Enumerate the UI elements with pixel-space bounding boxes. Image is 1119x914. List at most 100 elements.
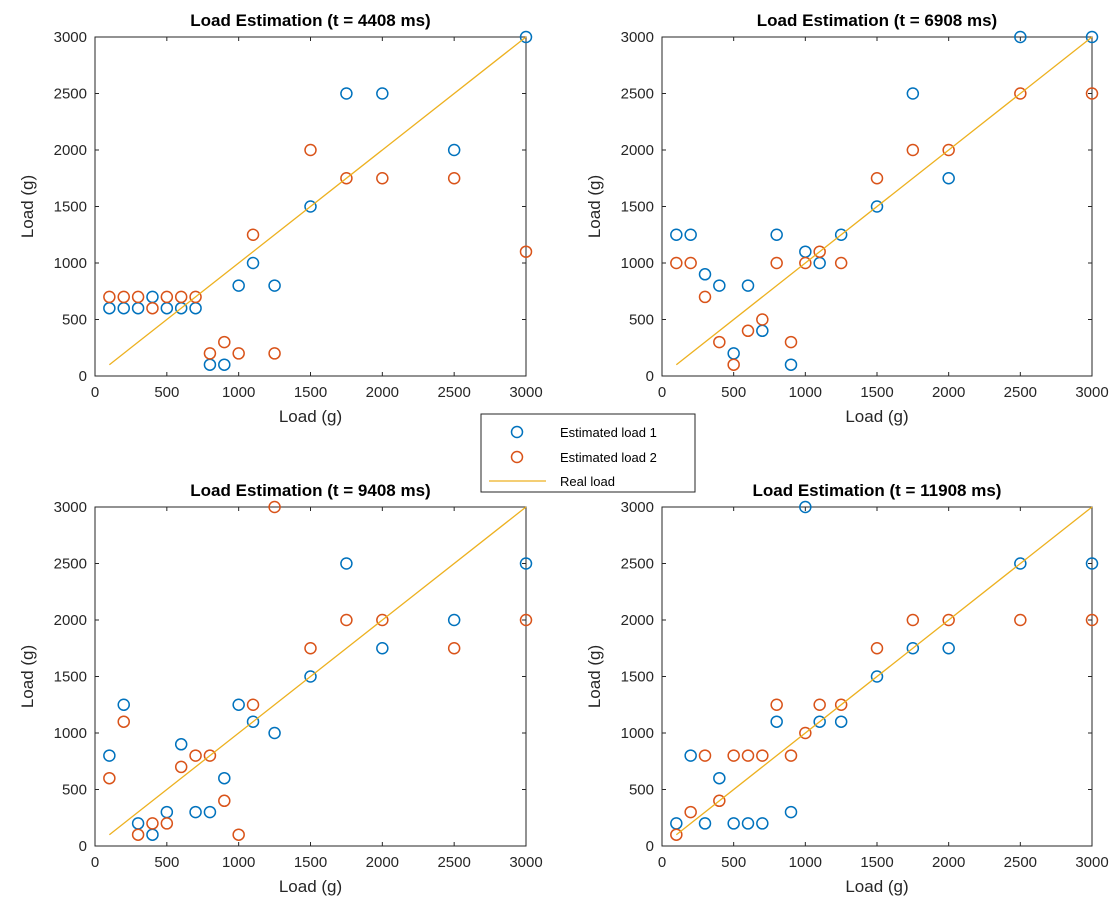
estimated-load-2-point — [813, 698, 826, 711]
estimated-load-2-point — [1014, 613, 1027, 627]
legend-label-real-load: Real load — [560, 474, 615, 489]
estimated-load-2-point — [870, 642, 884, 655]
estimated-load-2-point — [813, 245, 826, 258]
x-tick-label: 1000 — [222, 384, 255, 401]
y-tick-label: 2500 — [54, 556, 87, 573]
estimated-load-1-point — [304, 670, 317, 683]
estimated-load-2-point — [203, 347, 217, 360]
estimated-load-1-point — [246, 256, 260, 270]
estimated-load-1-point — [770, 715, 783, 728]
x-axis-label: Load (g) — [845, 877, 908, 896]
x-tick-label: 2000 — [932, 854, 965, 871]
estimated-load-1-point — [376, 642, 389, 655]
y-tick-label: 1000 — [54, 255, 87, 272]
estimated-load-1-point — [756, 817, 769, 830]
y-tick-label: 3000 — [621, 499, 654, 516]
y-tick-label: 2500 — [621, 556, 654, 573]
y-tick-label: 0 — [646, 838, 654, 855]
legend-label-estimated-1: Estimated load 1 — [560, 425, 657, 440]
estimated-load-2-point — [232, 347, 245, 360]
y-axis-label: Load (g) — [585, 175, 604, 238]
estimated-load-1-point — [1014, 557, 1027, 570]
estimated-load-1-point — [447, 613, 461, 627]
y-tick-label: 1500 — [54, 669, 87, 686]
x-tick-label: 1500 — [294, 384, 327, 401]
legend: Estimated load 1 Estimated load 2 Real l… — [480, 413, 696, 493]
estimated-load-1-point — [741, 817, 755, 830]
estimated-load-2-point — [770, 698, 783, 711]
estimated-load-1-point — [784, 358, 798, 371]
legend-label-estimated-2: Estimated load 2 — [560, 450, 657, 465]
estimated-load-1-point — [906, 87, 920, 100]
estimated-load-2-point — [698, 749, 712, 762]
y-tick-label: 3000 — [621, 29, 654, 46]
estimated-load-2-point — [741, 324, 755, 338]
y-tick-label: 0 — [79, 368, 87, 385]
estimated-load-2-point — [834, 256, 848, 270]
estimated-load-2-point — [756, 313, 769, 326]
x-tick-label: 2000 — [366, 384, 399, 401]
real-load-line — [675, 36, 1093, 366]
x-tick-label: 2000 — [366, 854, 399, 871]
y-tick-label: 500 — [629, 312, 654, 329]
estimated-load-1-point — [1014, 30, 1027, 44]
estimated-load-2-point — [160, 290, 174, 304]
subplot-4: 0 500 1000 1500 2000 2500 3000 0 500 1000 1500 2000… — [585, 481, 1109, 896]
estimated-load-1-point — [870, 200, 884, 213]
estimated-load-1-point — [834, 228, 848, 241]
estimated-load-1-point — [942, 642, 955, 655]
x-tick-label: 500 — [154, 854, 179, 871]
estimated-load-2-point — [218, 335, 231, 349]
estimated-load-2-point — [146, 301, 159, 315]
estimated-load-2-point — [942, 143, 955, 157]
x-tick-label: 2500 — [437, 854, 470, 871]
chart-title: Load Estimation (t = 4408 ms) — [190, 11, 430, 30]
estimated-load-1-point — [1085, 557, 1099, 570]
estimated-load-1-point — [268, 726, 281, 740]
estimated-load-1-point — [232, 279, 245, 292]
estimated-load-2-point — [1085, 613, 1099, 627]
estimated-load-1-point — [519, 557, 533, 570]
estimated-load-2-point — [189, 290, 202, 304]
y-tick-label: 2000 — [54, 142, 87, 159]
estimated-load-2-point — [784, 749, 798, 762]
estimated-load-1-point — [713, 771, 726, 785]
estimated-load-2-point — [906, 143, 920, 157]
y-tick-label: 1000 — [621, 255, 654, 272]
x-tick-label: 0 — [91, 384, 99, 401]
estimated-load-1-point — [834, 715, 848, 728]
estimated-load-2-point — [698, 290, 712, 304]
estimated-load-2-point — [160, 817, 174, 830]
x-tick-label: 0 — [91, 854, 99, 871]
estimated-load-2-point — [246, 698, 260, 711]
x-tick-label: 0 — [658, 854, 666, 871]
estimated-load-2-point — [447, 642, 461, 655]
y-tick-label: 1500 — [621, 669, 654, 686]
y-tick-label: 2000 — [621, 612, 654, 629]
x-tick-label: 1500 — [294, 854, 327, 871]
estimated-load-2-point — [232, 828, 245, 841]
estimated-load-1-point — [770, 228, 783, 241]
estimated-load-1-point — [218, 358, 231, 371]
estimated-load-2-point — [103, 290, 116, 304]
y-tick-label: 2000 — [54, 612, 87, 629]
x-tick-label: 1000 — [222, 854, 255, 871]
estimated-load-2-point — [268, 500, 281, 514]
estimated-load-2-point — [670, 256, 683, 270]
y-tick-label: 3000 — [54, 499, 87, 516]
subplot-1: 0 500 1000 1500 2000 2500 3000 0 500 1000 1500 2000… — [18, 11, 543, 426]
subplots: 0 500 1000 1500 2000 2500 3000 0 500 1000 1500 2000… — [18, 11, 1109, 896]
estimated-load-2-point — [770, 256, 783, 270]
estimated-load-1-point — [713, 279, 726, 292]
estimated-load-2-point — [727, 749, 740, 762]
estimated-load-1-point — [189, 805, 202, 819]
estimated-load-2-point — [174, 290, 188, 304]
x-tick-label: 500 — [154, 384, 179, 401]
y-axis-label: Load (g) — [18, 645, 37, 708]
estimated-load-1-point — [684, 749, 697, 762]
estimated-load-1-point — [784, 805, 798, 819]
estimated-load-2-point — [519, 613, 533, 627]
estimated-load-2-point — [942, 613, 955, 627]
estimated-load-2-point — [131, 828, 145, 841]
x-axis-label: Load (g) — [279, 407, 342, 426]
